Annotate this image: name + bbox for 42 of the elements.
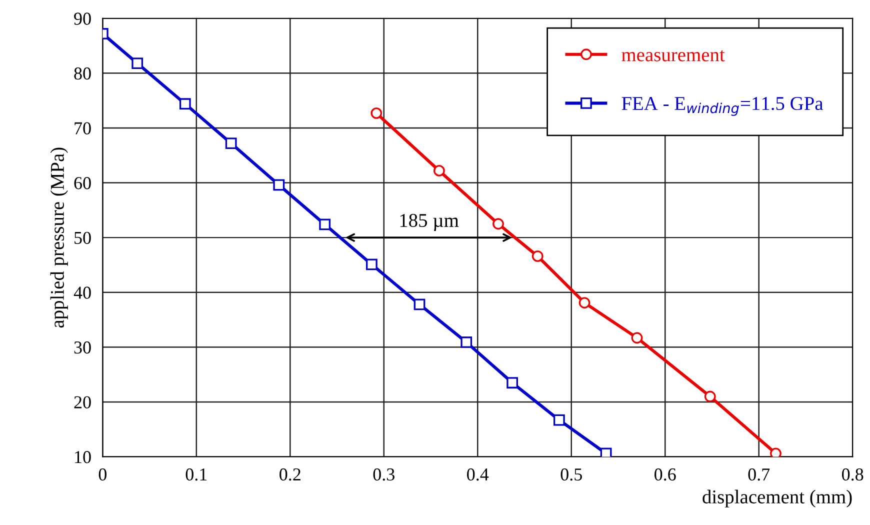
- point: [770, 448, 782, 457]
- point: [319, 218, 331, 230]
- x-tick-label: 0.5: [560, 468, 582, 481]
- annotation: 185 µm: [400, 214, 459, 231]
- x-tick-label: 0.3: [373, 468, 394, 481]
- y-tick-label: 60: [74, 177, 91, 190]
- point: [600, 448, 612, 457]
- point: [506, 377, 518, 388]
- point: [370, 107, 382, 119]
- legend-label: measurement: [622, 50, 725, 62]
- y-tick-label: 30: [74, 341, 91, 354]
- point: [225, 138, 237, 150]
- point: [434, 165, 445, 176]
- y-tick-label: 90: [74, 12, 91, 25]
- y-tick-label: 70: [74, 122, 91, 134]
- x-tick-label: 0: [98, 468, 106, 481]
- point: [179, 98, 191, 110]
- point: [532, 250, 544, 262]
- y-tick-label: 20: [74, 396, 91, 408]
- x-tick-label: 0.8: [842, 468, 864, 481]
- point: [704, 390, 716, 402]
- point: [492, 218, 504, 230]
- y-tick-label: 40: [74, 286, 91, 299]
- x-tick-label: 0.1: [186, 468, 207, 481]
- legend-label: FEA - E$_{winding}$=11.5 GPa: [622, 96, 824, 116]
- x-tick-label: 0.7: [748, 468, 770, 481]
- point: [132, 58, 144, 70]
- point: [460, 336, 472, 348]
- x-tick-label: 0.4: [467, 468, 489, 481]
- x-tick-label: 0.2: [280, 468, 300, 481]
- y-axis-title: applied pressure (MPa): [50, 148, 68, 328]
- point: [273, 179, 285, 191]
- point: [414, 298, 426, 310]
- point: [366, 258, 378, 270]
- point: [553, 414, 565, 426]
- y-tick-label: 80: [74, 67, 91, 80]
- y-tick-label: 10: [75, 451, 91, 464]
- y-tick-label: 50: [74, 232, 91, 244]
- x-axis-title: displacement (mm): [702, 490, 852, 508]
- point: [631, 332, 643, 344]
- x-tick-label: 0.6: [654, 468, 676, 481]
- point: [578, 297, 590, 308]
